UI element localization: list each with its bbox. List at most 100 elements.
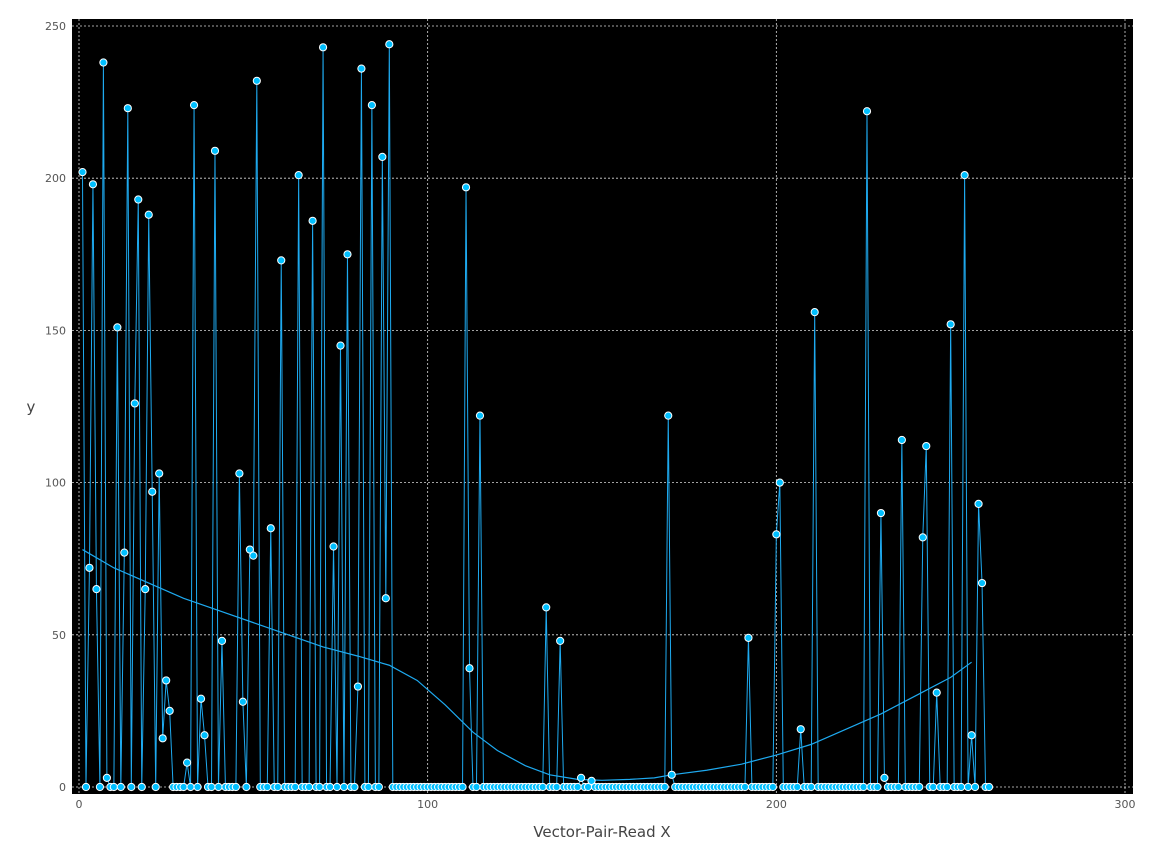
data-point (984, 782, 994, 792)
data-point (364, 782, 373, 792)
data-point (189, 101, 199, 110)
data-point (95, 782, 105, 792)
data-point (252, 76, 261, 85)
data-point (897, 435, 906, 445)
data-point (772, 530, 781, 539)
data-point (353, 682, 363, 691)
plot-background (72, 19, 1133, 794)
data-point (78, 168, 87, 177)
data-point (162, 676, 171, 685)
data-point (915, 782, 924, 792)
data-point (92, 585, 101, 594)
data-point (667, 770, 676, 779)
data-point (85, 563, 94, 572)
data-point (974, 499, 983, 509)
data-point (130, 399, 139, 408)
data-point (943, 782, 952, 792)
data-point (242, 782, 251, 792)
data-point (876, 508, 886, 518)
x-tick-label: 100 (417, 798, 438, 811)
data-point (305, 782, 314, 792)
data-point (381, 594, 390, 603)
y-tick-label: 150 (45, 324, 66, 337)
data-point (664, 411, 673, 420)
data-point (102, 773, 111, 782)
data-point (357, 64, 366, 73)
data-point (210, 146, 220, 155)
y-tick-labels: 0 50 100 150 200 250 (45, 20, 66, 794)
data-point (249, 551, 258, 560)
data-point (894, 782, 903, 792)
data-point (922, 441, 931, 451)
data-point (932, 688, 941, 697)
data-point (137, 782, 146, 792)
data-point (291, 782, 300, 792)
y-tick-label: 50 (52, 629, 66, 642)
data-point (475, 411, 485, 420)
data-point (193, 782, 202, 792)
data-point (315, 782, 324, 792)
data-point (339, 782, 349, 792)
data-point (88, 180, 98, 189)
data-point (350, 782, 359, 792)
data-point (807, 782, 816, 792)
data-point (880, 773, 889, 782)
data-point (81, 782, 91, 792)
data-point (660, 782, 669, 792)
data-point (576, 773, 586, 782)
data-point (182, 758, 192, 767)
data-point (552, 782, 561, 792)
x-tick-label: 200 (766, 798, 787, 811)
data-point (214, 782, 223, 792)
data-point (235, 469, 244, 478)
data-point (116, 782, 125, 792)
data-point (793, 782, 802, 792)
data-point (217, 636, 227, 645)
data-point (148, 487, 157, 496)
smooth-trend-line (82, 549, 972, 781)
data-point (768, 782, 777, 792)
data-point (465, 664, 474, 673)
data-point (144, 210, 153, 219)
data-point (873, 782, 882, 792)
data-point (318, 43, 328, 52)
data-point (325, 782, 335, 792)
x-tick-labels: 0 100 200 300 (76, 798, 1136, 811)
x-axis-title: Vector-Pair-Read X (533, 823, 670, 841)
data-point (127, 782, 136, 792)
data-point (141, 585, 150, 594)
data-point (472, 782, 481, 792)
data-point (967, 731, 976, 740)
data-point (977, 578, 987, 588)
data-point (810, 308, 819, 317)
data-point (859, 782, 868, 792)
data-point (231, 782, 240, 792)
data-point (332, 782, 342, 792)
y-tick-label: 250 (45, 20, 66, 33)
data-point (120, 548, 129, 557)
data-point (277, 256, 286, 265)
data-point (538, 782, 547, 792)
data-point (179, 782, 188, 792)
data-point (542, 603, 551, 612)
data-point (946, 320, 955, 329)
scatter-points (78, 40, 994, 792)
data-point (740, 782, 750, 792)
data-point (970, 782, 980, 792)
data-point (343, 250, 352, 259)
data-point (186, 782, 195, 792)
data-point (200, 731, 209, 740)
data-point (165, 706, 174, 716)
data-point (158, 734, 167, 743)
data-point (155, 469, 164, 478)
data-point (862, 107, 872, 116)
y-axis-title: y (27, 398, 36, 416)
data-point (99, 58, 108, 67)
y-tick-label: 0 (59, 781, 66, 794)
data-point (918, 533, 927, 542)
data-point (378, 152, 387, 161)
x-tick-label: 0 (76, 798, 83, 811)
data-point (196, 694, 206, 703)
data-point (238, 697, 247, 706)
